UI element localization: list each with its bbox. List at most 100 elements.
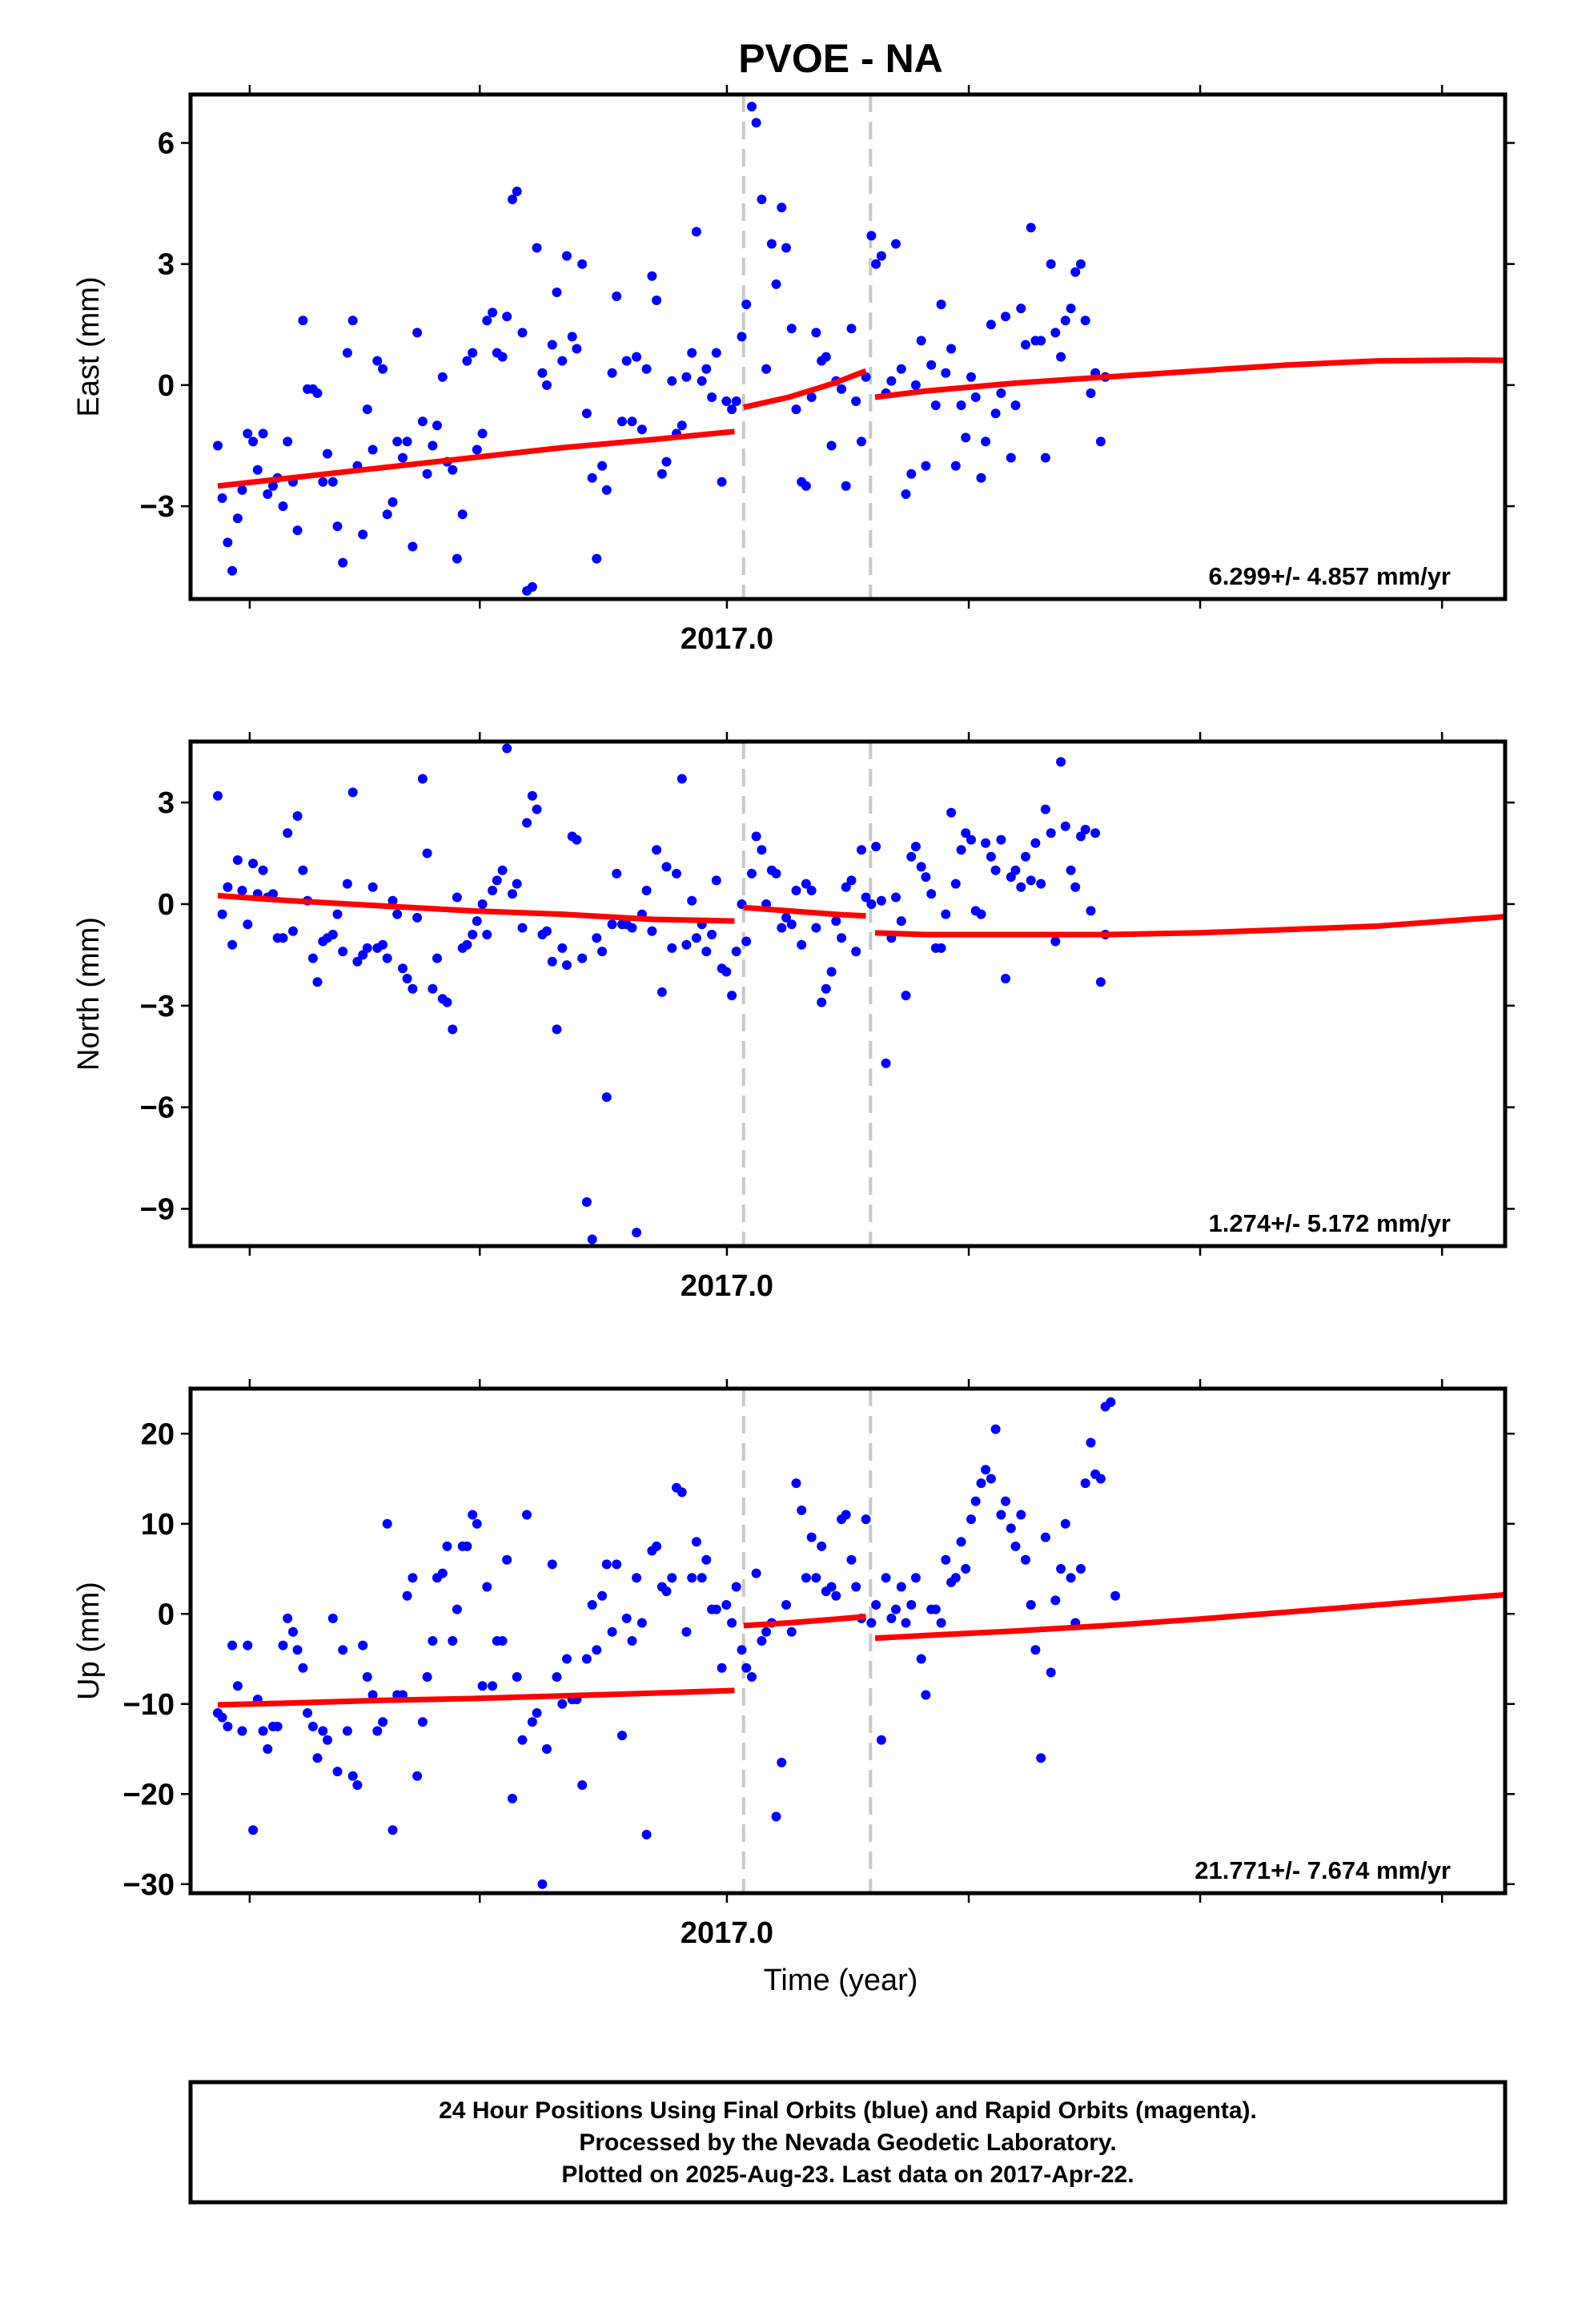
rate-label: 6.299+/- 4.857 mm/yr	[1209, 562, 1451, 590]
data-point	[886, 376, 897, 386]
data-point	[522, 818, 532, 828]
data-point	[408, 1573, 418, 1583]
data-point	[567, 332, 577, 342]
data-point	[232, 855, 243, 865]
data-point	[1046, 828, 1056, 838]
data-point	[497, 1636, 508, 1646]
data-point	[851, 396, 861, 406]
data-point	[1026, 1600, 1036, 1610]
data-point	[323, 1735, 332, 1745]
data-point	[587, 1234, 597, 1244]
data-point	[1086, 906, 1096, 916]
data-point	[338, 557, 348, 568]
data-point	[1016, 304, 1026, 314]
data-point	[213, 440, 223, 451]
data-point	[950, 1573, 961, 1583]
data-point	[448, 1636, 458, 1646]
data-point	[930, 400, 941, 411]
model-line	[874, 357, 1505, 400]
data-point	[581, 408, 592, 419]
data-point	[721, 1600, 732, 1610]
plot-frame	[188, 1386, 1508, 1896]
data-point	[797, 939, 807, 950]
data-point	[627, 923, 637, 933]
data-point	[1050, 936, 1061, 947]
data-point	[811, 923, 821, 933]
data-point	[921, 872, 931, 883]
data-point	[312, 977, 323, 987]
data-point	[846, 324, 857, 334]
data-point	[537, 1879, 548, 1889]
data-point	[472, 916, 482, 927]
data-point	[976, 472, 986, 483]
data-point	[232, 1681, 243, 1691]
x-tick-label: 2017.0	[681, 1269, 773, 1303]
data-point	[448, 1024, 458, 1035]
data-point	[327, 476, 338, 487]
data-point	[577, 953, 588, 963]
model-line	[217, 1687, 735, 1708]
data-point	[701, 1554, 712, 1565]
data-point	[771, 1811, 781, 1822]
data-point	[817, 1541, 827, 1551]
y-tick-label: −9	[140, 1192, 175, 1226]
data-point	[1006, 1523, 1016, 1534]
data-point	[248, 858, 259, 869]
data-point	[921, 1690, 931, 1700]
data-point	[298, 1663, 308, 1673]
data-point	[417, 1717, 428, 1727]
data-point	[527, 1717, 537, 1727]
data-point	[737, 1645, 747, 1655]
data-point	[851, 1582, 861, 1592]
data-point	[791, 886, 801, 895]
data-point	[1066, 865, 1076, 875]
data-point	[1095, 436, 1106, 447]
data-point	[452, 892, 462, 903]
data-point	[1086, 1437, 1096, 1448]
data-point	[417, 416, 428, 427]
data-point	[751, 831, 761, 842]
data-point	[757, 1636, 767, 1646]
data-point	[661, 1586, 672, 1597]
model-line	[874, 914, 1505, 938]
data-point	[1040, 452, 1050, 463]
data-point	[577, 259, 588, 269]
data-point	[667, 1573, 677, 1583]
data-point	[292, 1645, 303, 1655]
data-point	[831, 1590, 841, 1601]
data-point	[243, 919, 253, 930]
data-point	[387, 497, 398, 507]
data-point	[627, 1636, 637, 1646]
data-point	[392, 909, 403, 919]
data-point	[691, 933, 701, 943]
data-point	[352, 1780, 363, 1790]
data-point	[462, 1541, 472, 1551]
data-point	[1010, 865, 1021, 875]
data-point	[468, 1510, 478, 1520]
data-point	[941, 1554, 951, 1565]
data-point	[636, 424, 647, 435]
caption-line-3: Plotted on 2025-Aug-23. Last data on 201…	[561, 2161, 1134, 2188]
data-point	[801, 480, 811, 491]
data-point	[382, 953, 392, 963]
data-point	[786, 324, 797, 334]
data-point	[717, 1663, 727, 1673]
data-point	[941, 368, 951, 378]
data-point	[597, 460, 608, 471]
data-point	[1050, 1595, 1061, 1606]
y-tick-label: −3	[140, 990, 175, 1023]
data-point	[1040, 1532, 1050, 1542]
data-point	[422, 1672, 432, 1682]
data-point	[871, 1600, 881, 1610]
data-point	[338, 947, 348, 957]
plot-frame	[188, 739, 1508, 1248]
data-point	[771, 279, 781, 289]
data-point	[217, 1712, 227, 1723]
data-point	[342, 879, 352, 889]
data-point	[263, 489, 273, 499]
data-point	[497, 352, 508, 362]
data-point	[632, 1573, 642, 1583]
data-point	[866, 231, 877, 241]
data-point	[667, 376, 677, 386]
data-point	[1040, 804, 1050, 814]
